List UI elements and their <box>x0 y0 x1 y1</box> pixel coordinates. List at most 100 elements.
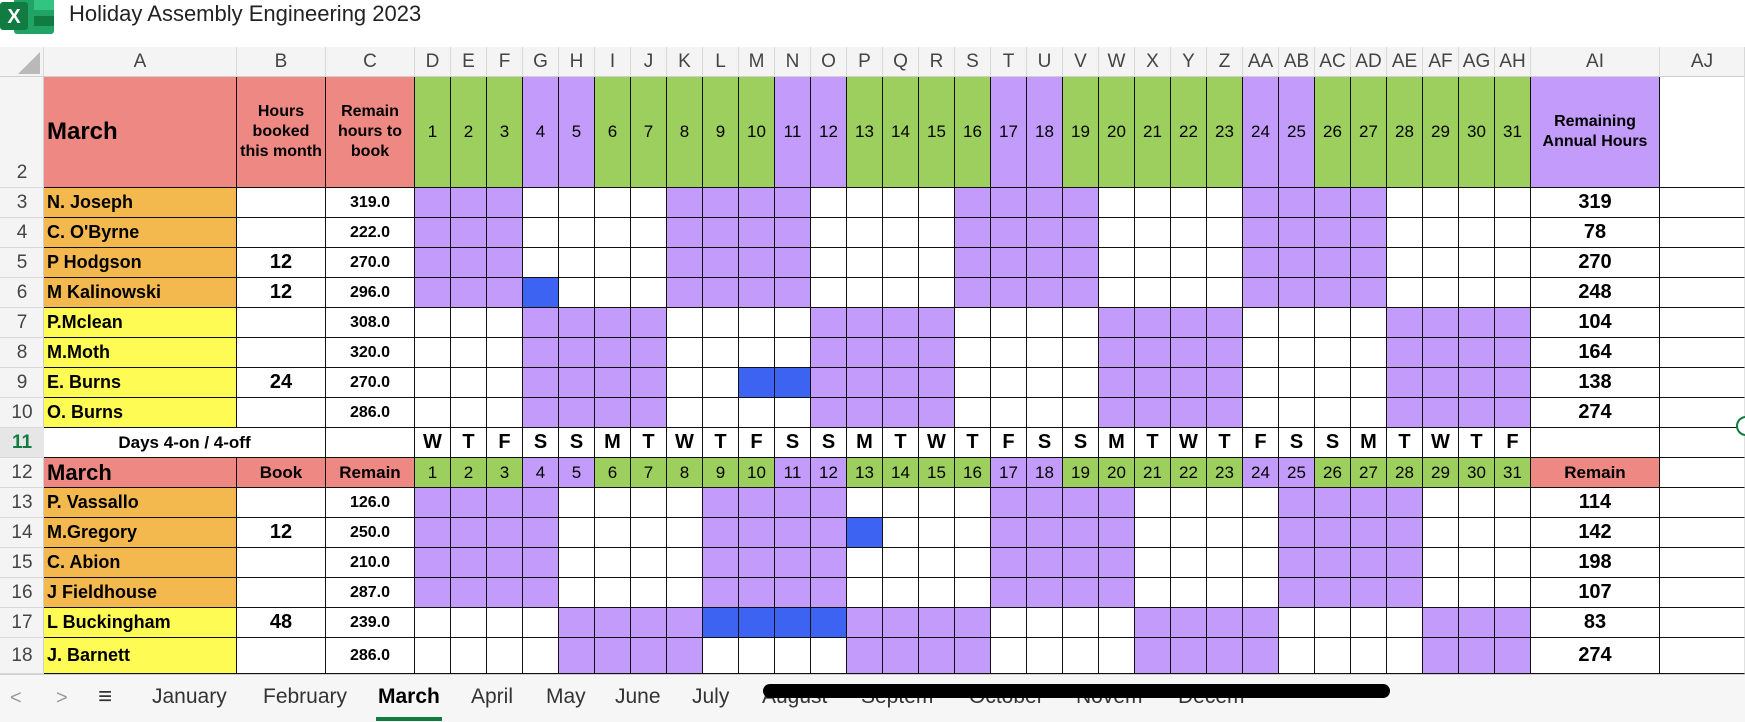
day-cell[interactable] <box>1459 218 1495 248</box>
weekday-6[interactable]: M <box>595 428 631 458</box>
day-cell[interactable] <box>847 548 883 578</box>
day-cell[interactable] <box>1315 338 1351 368</box>
day-header-25[interactable]: 25 <box>1279 77 1315 188</box>
day-cell[interactable] <box>919 518 955 548</box>
day-cell[interactable] <box>595 578 631 608</box>
day-header-7[interactable]: 7 <box>631 77 667 188</box>
day-cell[interactable] <box>811 338 847 368</box>
column-header-k[interactable]: K <box>667 47 703 77</box>
day-cell[interactable] <box>1387 398 1423 428</box>
day-header-2-15[interactable]: 15 <box>919 458 955 488</box>
day-header-4[interactable]: 4 <box>523 77 559 188</box>
day-cell[interactable] <box>775 398 811 428</box>
day-cell[interactable] <box>1135 278 1171 308</box>
empty-cell[interactable] <box>1660 278 1745 308</box>
empty-cell[interactable] <box>1660 548 1745 578</box>
day-cell[interactable] <box>451 578 487 608</box>
day-cell[interactable] <box>487 398 523 428</box>
hours-booked[interactable] <box>237 398 326 428</box>
day-cell[interactable] <box>559 188 595 218</box>
day-cell[interactable] <box>1423 218 1459 248</box>
day-header-2-12[interactable]: 12 <box>811 458 847 488</box>
day-cell[interactable] <box>1243 398 1279 428</box>
remaining-annual-header[interactable]: Remaining Annual Hours <box>1531 77 1660 188</box>
empty-cell[interactable] <box>1660 338 1745 368</box>
day-cell[interactable] <box>1279 488 1315 518</box>
day-header-2-16[interactable]: 16 <box>955 458 991 488</box>
day-cell[interactable] <box>559 518 595 548</box>
day-cell[interactable] <box>1135 518 1171 548</box>
employee-name[interactable]: E. Burns <box>44 368 237 398</box>
day-cell[interactable] <box>847 398 883 428</box>
day-cell[interactable] <box>1243 218 1279 248</box>
empty-cell[interactable] <box>1660 308 1745 338</box>
day-cell[interactable] <box>1315 188 1351 218</box>
hours-booked[interactable]: 48 <box>237 608 326 638</box>
day-cell[interactable] <box>1315 488 1351 518</box>
day-cell[interactable] <box>595 518 631 548</box>
day-cell[interactable] <box>1099 368 1135 398</box>
day-cell[interactable] <box>775 578 811 608</box>
day-cell[interactable] <box>1099 488 1135 518</box>
day-cell[interactable] <box>1495 308 1531 338</box>
day-cell[interactable] <box>451 608 487 638</box>
day-cell[interactable] <box>1027 308 1063 338</box>
day-cell[interactable] <box>487 578 523 608</box>
row-header-12[interactable]: 12 <box>0 458 44 488</box>
day-cell[interactable] <box>1063 338 1099 368</box>
hours-booked[interactable]: 12 <box>237 248 326 278</box>
day-cell[interactable] <box>703 398 739 428</box>
weekday-25[interactable]: S <box>1279 428 1315 458</box>
annual-hours[interactable]: 107 <box>1531 578 1660 608</box>
day-header-14[interactable]: 14 <box>883 77 919 188</box>
day-cell[interactable] <box>775 248 811 278</box>
sheet-tab-january[interactable]: January <box>152 685 227 708</box>
day-cell[interactable] <box>883 368 919 398</box>
day-cell[interactable] <box>1099 518 1135 548</box>
day-cell[interactable] <box>1243 188 1279 218</box>
day-cell[interactable] <box>775 308 811 338</box>
day-cell[interactable] <box>1099 248 1135 278</box>
day-cell[interactable] <box>451 548 487 578</box>
day-cell[interactable] <box>1207 398 1243 428</box>
day-cell[interactable] <box>919 398 955 428</box>
day-header-8[interactable]: 8 <box>667 77 703 188</box>
day-cell[interactable] <box>847 638 883 674</box>
day-cell[interactable] <box>487 488 523 518</box>
day-cell[interactable] <box>1351 638 1387 674</box>
day-cell[interactable] <box>883 398 919 428</box>
day-cell[interactable] <box>991 338 1027 368</box>
day-cell[interactable] <box>1495 578 1531 608</box>
day-cell[interactable] <box>1423 188 1459 218</box>
annual-hours[interactable]: 319 <box>1531 188 1660 218</box>
day-cell[interactable] <box>1063 488 1099 518</box>
day-cell[interactable] <box>811 638 847 674</box>
day-cell[interactable] <box>883 518 919 548</box>
day-cell[interactable] <box>919 578 955 608</box>
day-header-11[interactable]: 11 <box>775 77 811 188</box>
row-header-6[interactable]: 6 <box>0 278 44 308</box>
day-cell[interactable] <box>559 488 595 518</box>
employee-name[interactable]: M.Gregory <box>44 518 237 548</box>
day-header-6[interactable]: 6 <box>595 77 631 188</box>
day-cell[interactable] <box>1243 608 1279 638</box>
day-header-22[interactable]: 22 <box>1171 77 1207 188</box>
day-header-1[interactable]: 1 <box>415 77 451 188</box>
day-cell[interactable] <box>1315 278 1351 308</box>
day-cell[interactable] <box>811 578 847 608</box>
column-header-ag[interactable]: AG <box>1459 47 1495 77</box>
day-cell[interactable] <box>487 638 523 674</box>
day-cell[interactable] <box>559 308 595 338</box>
weekday-12[interactable]: S <box>811 428 847 458</box>
day-cell[interactable] <box>811 188 847 218</box>
day-cell[interactable] <box>703 338 739 368</box>
day-cell[interactable] <box>559 638 595 674</box>
day-cell[interactable] <box>451 188 487 218</box>
day-cell[interactable] <box>1171 248 1207 278</box>
day-cell[interactable] <box>1171 188 1207 218</box>
hours-booked[interactable] <box>237 338 326 368</box>
day-cell[interactable] <box>739 518 775 548</box>
day-cell[interactable] <box>955 278 991 308</box>
day-cell[interactable] <box>811 398 847 428</box>
day-cell[interactable] <box>1315 548 1351 578</box>
